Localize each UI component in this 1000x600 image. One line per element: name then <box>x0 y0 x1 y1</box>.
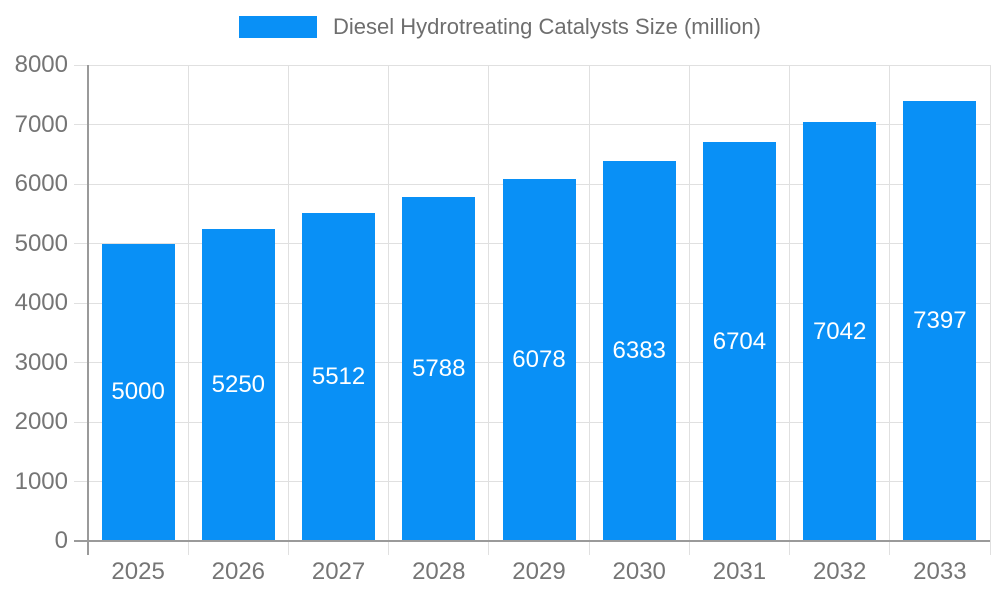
x-tick-label: 2028 <box>412 558 466 585</box>
legend: Diesel Hydrotreating Catalysts Size (mil… <box>0 14 1000 40</box>
legend-label: Diesel Hydrotreating Catalysts Size (mil… <box>333 14 761 39</box>
x-gridline <box>688 65 690 555</box>
y-tick-label: 8000 <box>14 51 68 78</box>
bar: 5250 <box>201 228 275 541</box>
y-gridline <box>74 124 990 125</box>
y-axis-line <box>87 65 89 555</box>
bar-value-label: 7397 <box>913 306 967 334</box>
x-gridline <box>388 65 390 555</box>
y-tick-label: 1000 <box>14 467 68 495</box>
bar-value-label: 5788 <box>412 354 466 382</box>
y-tick-label: 6000 <box>14 170 68 197</box>
y-tick-label: 5000 <box>14 229 68 257</box>
x-tick-label: 2030 <box>612 558 666 585</box>
y-tick-label: 0 <box>54 527 68 554</box>
bar-value-label: 5512 <box>311 363 366 391</box>
bar: 6078 <box>502 179 576 541</box>
x-tick-label: 2029 <box>512 558 566 585</box>
x-tick-label: 2033 <box>913 558 967 585</box>
x-tick-label: 2026 <box>211 558 266 585</box>
x-gridline <box>789 65 791 555</box>
bar-value-label: 5000 <box>111 378 165 406</box>
y-gridline <box>74 64 990 66</box>
bar: 5512 <box>302 213 376 541</box>
plot-area: 0 1000 2000 3000 4000 5000 6000 7000 8000 5000 202… <box>15 51 991 585</box>
bar-value-label: 7042 <box>812 317 867 345</box>
bar: 7042 <box>803 122 877 541</box>
x-gridline <box>187 65 189 555</box>
x-gridline <box>989 65 991 555</box>
x-gridline <box>287 65 289 555</box>
x-axis-line <box>74 540 990 542</box>
bar: 5000 <box>101 243 175 541</box>
bar-value-label: 5250 <box>211 370 266 398</box>
x-gridline <box>488 65 490 555</box>
x-tick-label: 2031 <box>712 558 767 585</box>
x-tick-label: 2027 <box>311 558 366 585</box>
x-gridline <box>889 65 891 555</box>
x-tick-label: 2025 <box>111 558 165 585</box>
bar: 7397 <box>903 100 977 541</box>
bar-value-label: 6383 <box>612 337 666 365</box>
bar: 6704 <box>702 142 776 541</box>
y-tick-label: 3000 <box>14 348 68 376</box>
x-gridline <box>588 65 590 555</box>
bar-value-label: 6078 <box>512 346 566 374</box>
y-tick-label: 7000 <box>14 110 68 138</box>
y-tick-label: 4000 <box>14 289 68 316</box>
y-tick-label: 2000 <box>14 408 68 435</box>
bar: 5788 <box>402 196 476 541</box>
bar-value-label: 6704 <box>712 327 767 355</box>
x-tick-label: 2032 <box>812 558 867 585</box>
bar: 6383 <box>602 161 676 541</box>
legend-swatch <box>239 16 318 38</box>
